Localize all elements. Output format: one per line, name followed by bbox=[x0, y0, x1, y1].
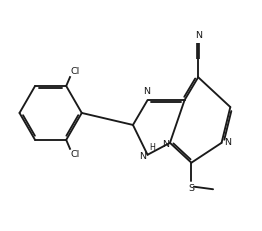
Text: Cl: Cl bbox=[70, 150, 80, 159]
Text: H: H bbox=[149, 143, 155, 152]
Text: N: N bbox=[225, 138, 232, 147]
Text: N: N bbox=[139, 152, 146, 161]
Text: N: N bbox=[162, 140, 169, 149]
Text: S: S bbox=[188, 184, 194, 193]
Text: N: N bbox=[144, 87, 151, 96]
Text: Cl: Cl bbox=[70, 67, 80, 76]
Text: N: N bbox=[195, 31, 202, 40]
